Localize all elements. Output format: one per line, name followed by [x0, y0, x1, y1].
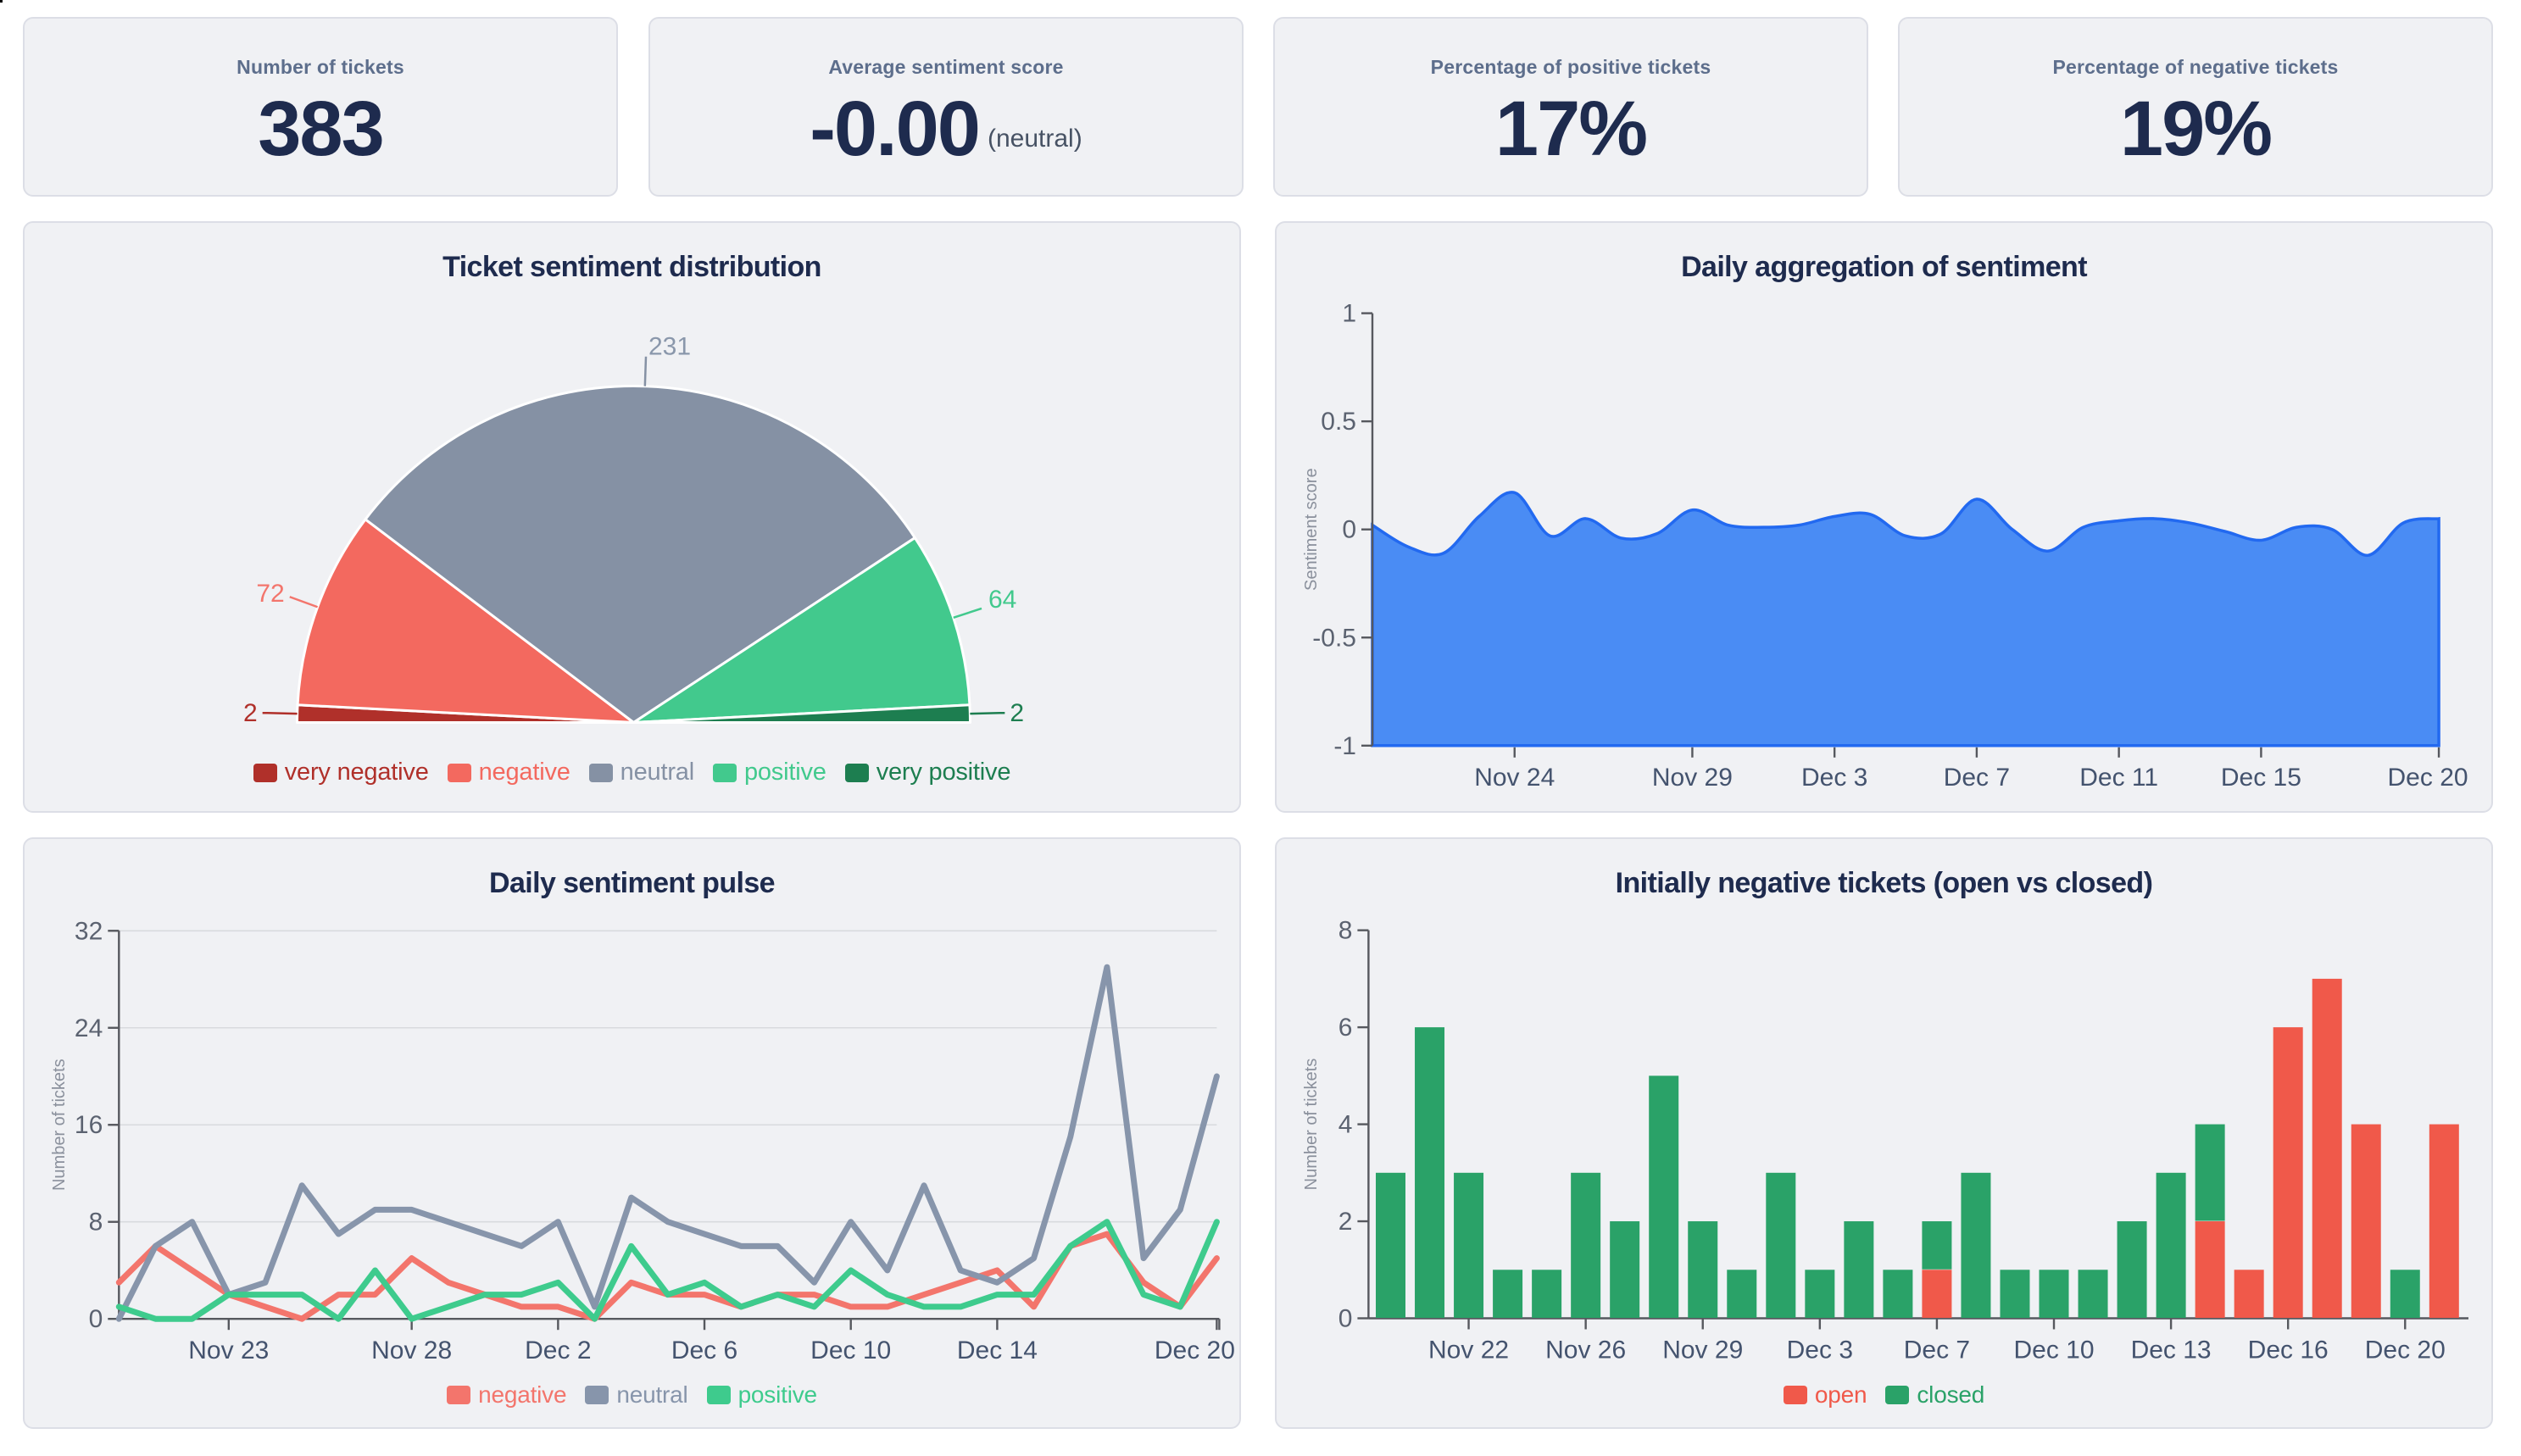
svg-text:0: 0 — [89, 1305, 103, 1333]
svg-text:8: 8 — [1338, 917, 1353, 945]
svg-text:0: 0 — [1338, 1305, 1353, 1333]
svg-text:Dec 11: Dec 11 — [2079, 764, 2158, 792]
svg-text:Dec 3: Dec 3 — [1801, 764, 1867, 792]
svg-text:Nov 22: Nov 22 — [1428, 1337, 1509, 1364]
svg-text:Dec 20: Dec 20 — [2365, 1337, 2446, 1364]
svg-text:Nov 26: Nov 26 — [1545, 1337, 1626, 1364]
svg-text:Dec 15: Dec 15 — [2221, 764, 2301, 792]
svg-text:64: 64 — [988, 586, 1016, 614]
svg-text:72: 72 — [256, 580, 284, 608]
svg-text:2: 2 — [1010, 699, 1024, 727]
svg-text:Nov 29: Nov 29 — [1662, 1337, 1743, 1364]
svg-text:Sentiment score: Sentiment score — [1302, 468, 1321, 591]
svg-text:Dec 2: Dec 2 — [525, 1337, 591, 1364]
svg-text:Dec 13: Dec 13 — [2131, 1337, 2212, 1364]
svg-text:32: 32 — [75, 917, 103, 945]
svg-text:Dec 20: Dec 20 — [1155, 1337, 1235, 1364]
svg-text:Dec 3: Dec 3 — [1787, 1337, 1853, 1364]
svg-text:Dec 6: Dec 6 — [671, 1337, 737, 1364]
svg-text:Nov 23: Nov 23 — [188, 1337, 269, 1364]
svg-text:Number of tickets: Number of tickets — [50, 1059, 69, 1191]
svg-text:Dec 20: Dec 20 — [2388, 764, 2468, 792]
svg-text:6: 6 — [1338, 1014, 1353, 1042]
svg-text:8: 8 — [89, 1209, 103, 1236]
svg-text:Dec 10: Dec 10 — [810, 1337, 891, 1364]
svg-text:Dec 14: Dec 14 — [957, 1337, 1038, 1364]
svg-text:Dec 10: Dec 10 — [2013, 1337, 2094, 1364]
svg-text:Nov 24: Nov 24 — [1474, 764, 1555, 792]
svg-text:Dec 7: Dec 7 — [1944, 764, 2010, 792]
svg-text:-0.5: -0.5 — [1312, 624, 1356, 652]
svg-text:Number of tickets: Number of tickets — [1302, 1059, 1321, 1191]
svg-text:2: 2 — [1338, 1208, 1353, 1236]
svg-text:Nov 28: Nov 28 — [371, 1337, 452, 1364]
svg-text:1: 1 — [1342, 300, 1356, 328]
svg-text:0: 0 — [1342, 516, 1356, 544]
svg-text:0.5: 0.5 — [1321, 408, 1356, 436]
svg-text:2: 2 — [243, 699, 258, 727]
svg-text:16: 16 — [75, 1111, 103, 1139]
svg-text:Dec 7: Dec 7 — [1904, 1337, 1970, 1364]
svg-text:4: 4 — [1338, 1111, 1353, 1139]
svg-text:Dec 16: Dec 16 — [2248, 1337, 2329, 1364]
svg-text:-1: -1 — [1333, 732, 1356, 760]
svg-text:Nov 29: Nov 29 — [1652, 764, 1733, 792]
svg-text:24: 24 — [75, 1014, 103, 1042]
svg-text:231: 231 — [648, 333, 691, 361]
